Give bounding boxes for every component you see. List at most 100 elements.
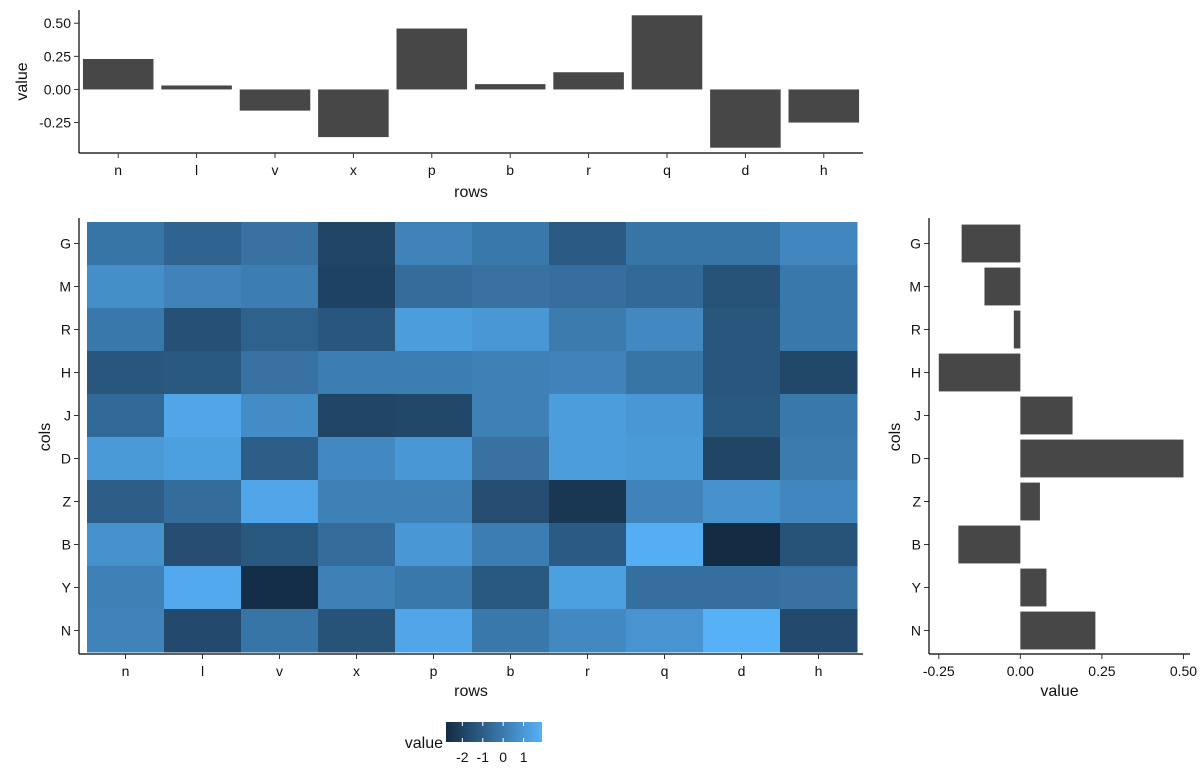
top-x-tick-label: p: [428, 162, 436, 178]
heatmap-cell-Y-l: [164, 566, 242, 610]
heatmap-cell-M-q: [626, 265, 704, 309]
heat-x-tick-label: v: [276, 663, 283, 679]
legend-tick-label: 0: [499, 749, 507, 765]
right-x-tick-label: 0.00: [1007, 663, 1034, 679]
top-y-tick-label: -0.25: [39, 115, 71, 131]
top-bar-d: [710, 89, 781, 148]
heatmap-cell-B-h: [780, 523, 858, 567]
right-x-tick-label: 0.25: [1088, 663, 1115, 679]
heatmap-cell-Y-r: [549, 566, 627, 610]
heatmap-cell-H-r: [549, 351, 627, 395]
heatmap-cell-J-v: [241, 394, 319, 438]
top-x-tick-label: b: [506, 162, 514, 178]
top-x-tick-label: h: [820, 162, 828, 178]
heat-y-axis-title: cols: [37, 423, 54, 451]
top-x-tick-label: d: [742, 162, 750, 178]
heat-x-tick-label: b: [507, 663, 515, 679]
legend-title: value: [405, 735, 443, 752]
heatmap-cell-M-d: [703, 265, 781, 309]
heat-x-tick-label: d: [738, 663, 746, 679]
heatmap-cell-J-d: [703, 394, 781, 438]
heatmap-cell-G-p: [395, 222, 473, 266]
heatmap-cell-G-v: [241, 222, 319, 266]
right-bar-R: [1013, 310, 1021, 349]
heat-y-tick-label: H: [61, 365, 71, 381]
heat-x-axis-title: rows: [454, 683, 488, 700]
right-bar-Y: [1020, 568, 1047, 607]
heatmap-cell-M-x: [318, 265, 396, 309]
right-bar-M: [984, 267, 1021, 306]
right-y-tick-label: D: [911, 451, 921, 467]
heatmap-cell-B-p: [395, 523, 473, 567]
heat-x-tick-label: x: [353, 663, 360, 679]
heatmap-cell-R-x: [318, 308, 396, 352]
heatmap-cell-R-v: [241, 308, 319, 352]
heatmap-cell-Z-d: [703, 480, 781, 524]
heatmap-cell-B-b: [472, 523, 550, 567]
heatmap-cell-N-n: [87, 609, 165, 653]
top-bar-p: [396, 28, 468, 90]
heatmap-cell-Z-l: [164, 480, 242, 524]
heat-y-tick-label: B: [62, 537, 71, 553]
top-y-tick-label: 0.00: [44, 81, 71, 97]
right-y-tick-label: B: [912, 537, 921, 553]
right-bar-B: [958, 525, 1021, 564]
right-y-tick-label: Y: [912, 580, 922, 596]
heat-x-tick-label: r: [585, 663, 590, 679]
right-y-tick-label: Z: [912, 494, 921, 510]
heatmap-cell-N-l: [164, 609, 242, 653]
heatmap-cell-Y-x: [318, 566, 396, 610]
top-y-tick-label: 0.25: [44, 48, 71, 64]
heatmap-cell-J-r: [549, 394, 627, 438]
heatmap-cell-N-p: [395, 609, 473, 653]
right-y-tick-label: G: [910, 236, 921, 252]
top-bar-chart: -0.25 0.00 0.25 0.50 n l v x p b r q d h rows value: [14, 10, 863, 201]
heatmap-cell-N-r: [549, 609, 627, 653]
heatmap-cell-Y-n: [87, 566, 165, 610]
heatmap-cell-Z-h: [780, 480, 858, 524]
heatmap-cell-N-b: [472, 609, 550, 653]
heatmap-cell-J-p: [395, 394, 473, 438]
heatmap-cell-B-q: [626, 523, 704, 567]
heatmap-cell-R-d: [703, 308, 781, 352]
heatmap-cell-B-l: [164, 523, 242, 567]
heatmap-cell-N-v: [241, 609, 319, 653]
heatmap-cell-D-r: [549, 437, 627, 481]
top-x-axis-title: rows: [454, 184, 488, 201]
legend-tick-label: -1: [477, 749, 490, 765]
heatmap-cell-M-h: [780, 265, 858, 309]
top-x-tick-label: r: [586, 162, 591, 178]
heatmap-cell-G-x: [318, 222, 396, 266]
heatmap-cell-Z-v: [241, 480, 319, 524]
heatmap-cell-H-p: [395, 351, 473, 395]
top-x-tick-label: x: [350, 162, 357, 178]
top-bar-n: [82, 58, 154, 90]
heatmap-cell-R-l: [164, 308, 242, 352]
right-bar-chart: G M R H J D Z B Y N -0.25 0.00 0.25 0.50 value cols: [887, 218, 1197, 700]
right-y-tick-label: R: [911, 322, 921, 338]
heatmap-cell-J-h: [780, 394, 858, 438]
heatmap-cell-M-r: [549, 265, 627, 309]
heatmap-cell-H-b: [472, 351, 550, 395]
heat-y-tick-label: N: [61, 623, 71, 639]
heat-y-tick-label: R: [61, 322, 71, 338]
heatmap-cell-R-q: [626, 308, 704, 352]
heatmap-cell-Z-n: [87, 480, 165, 524]
heatmap-cell-N-x: [318, 609, 396, 653]
heatmap-cell-H-v: [241, 351, 319, 395]
right-bar-G: [961, 224, 1021, 263]
heatmap-cell-R-p: [395, 308, 473, 352]
heatmap-cell-B-n: [87, 523, 165, 567]
right-bar-J: [1020, 396, 1073, 435]
heatmap-cell-M-v: [241, 265, 319, 309]
right-bar-H: [938, 353, 1021, 392]
heatmap-cell-G-h: [780, 222, 858, 266]
top-x-tick-label: v: [272, 162, 279, 178]
top-bar-b: [474, 84, 546, 90]
heatmap-cell-D-q: [626, 437, 704, 481]
heat-y-tick-label: D: [61, 451, 71, 467]
heatmap-cell-M-n: [87, 265, 165, 309]
top-y-axis-title: value: [14, 62, 31, 100]
heatmap-cell-H-x: [318, 351, 396, 395]
heatmap-cell-B-r: [549, 523, 627, 567]
